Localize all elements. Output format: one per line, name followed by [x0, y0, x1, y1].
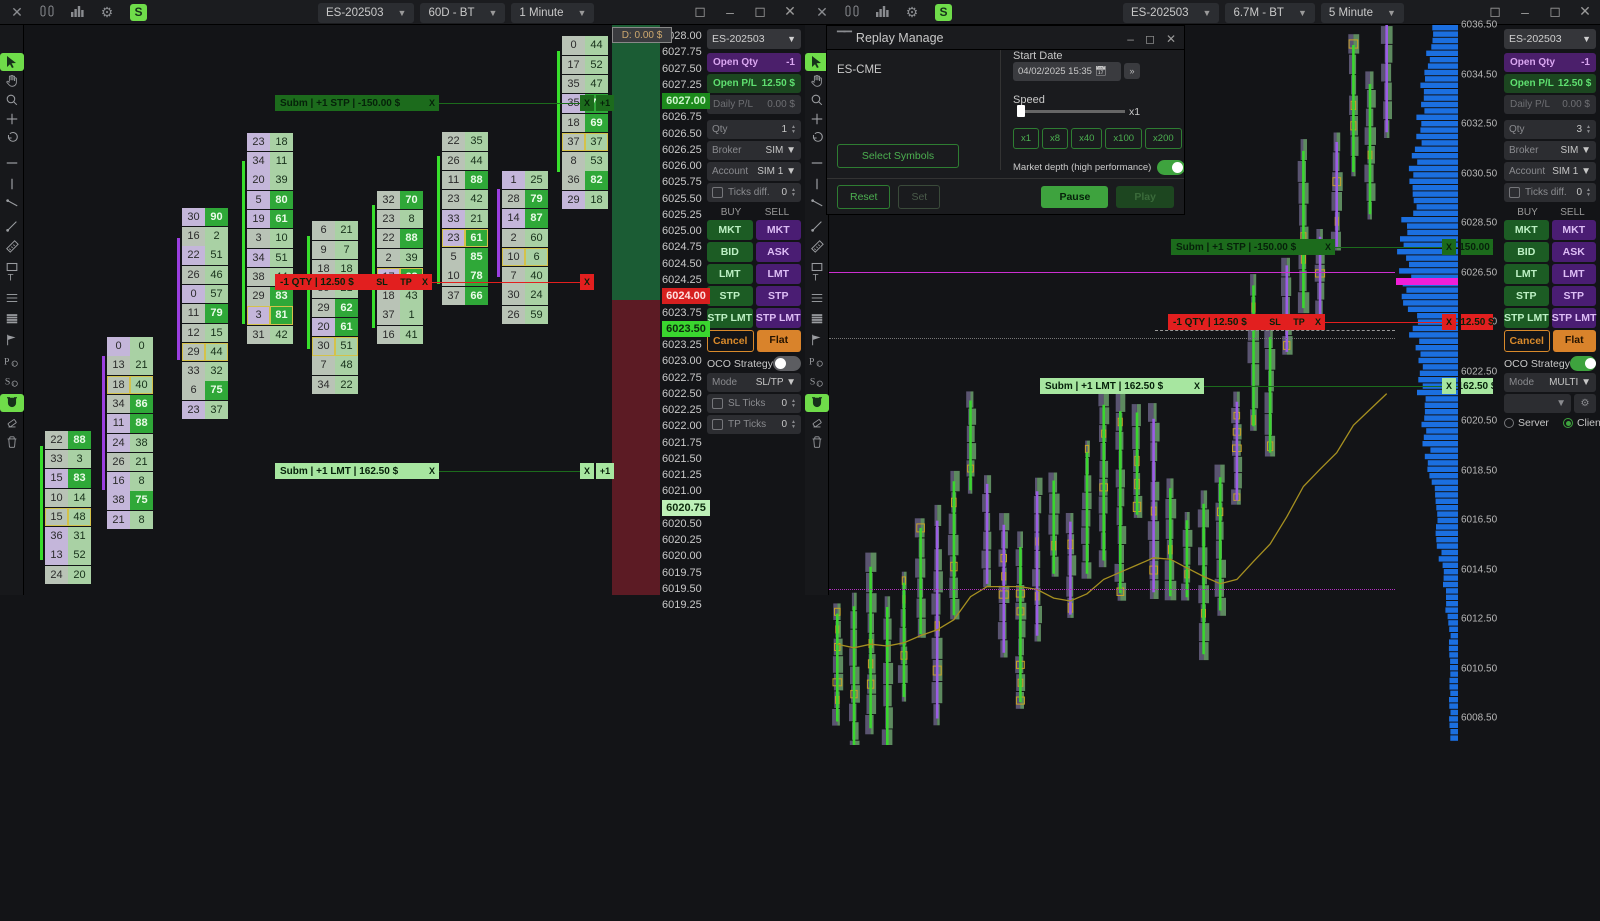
svg-text:i: i [13, 362, 14, 368]
svg-text:S: S [5, 377, 10, 388]
svg-text:S: S [810, 377, 815, 388]
svg-text:i: i [13, 382, 14, 388]
svg-text:i: i [818, 382, 819, 388]
svg-text:P: P [809, 357, 815, 368]
svg-text:T: T [8, 273, 14, 284]
svg-text:P: P [4, 357, 10, 368]
svg-text:i: i [818, 362, 819, 368]
svg-text:T: T [813, 273, 819, 284]
